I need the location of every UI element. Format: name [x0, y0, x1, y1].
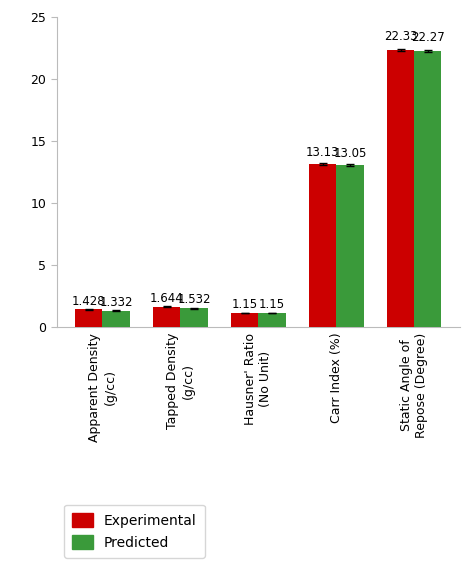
Bar — [102, 311, 130, 327]
Text: 1.532: 1.532 — [177, 293, 211, 306]
Bar — [153, 307, 181, 327]
Text: 1.15: 1.15 — [232, 298, 258, 311]
Bar — [414, 51, 441, 327]
Bar — [336, 165, 364, 327]
Text: 1.332: 1.332 — [100, 296, 133, 309]
Text: 22.33: 22.33 — [384, 30, 417, 43]
Text: 1.644: 1.644 — [150, 292, 183, 305]
Text: 1.428: 1.428 — [72, 294, 106, 308]
Legend: Experimental, Predicted: Experimental, Predicted — [64, 505, 205, 558]
Bar — [258, 313, 286, 327]
Text: 1.15: 1.15 — [259, 298, 285, 311]
Bar — [309, 164, 336, 327]
Bar — [231, 313, 258, 327]
Bar — [75, 310, 102, 327]
Bar — [387, 50, 414, 327]
Text: 13.13: 13.13 — [306, 146, 339, 159]
Text: 13.05: 13.05 — [333, 147, 366, 160]
Bar — [181, 308, 208, 327]
Text: 22.27: 22.27 — [411, 31, 445, 44]
